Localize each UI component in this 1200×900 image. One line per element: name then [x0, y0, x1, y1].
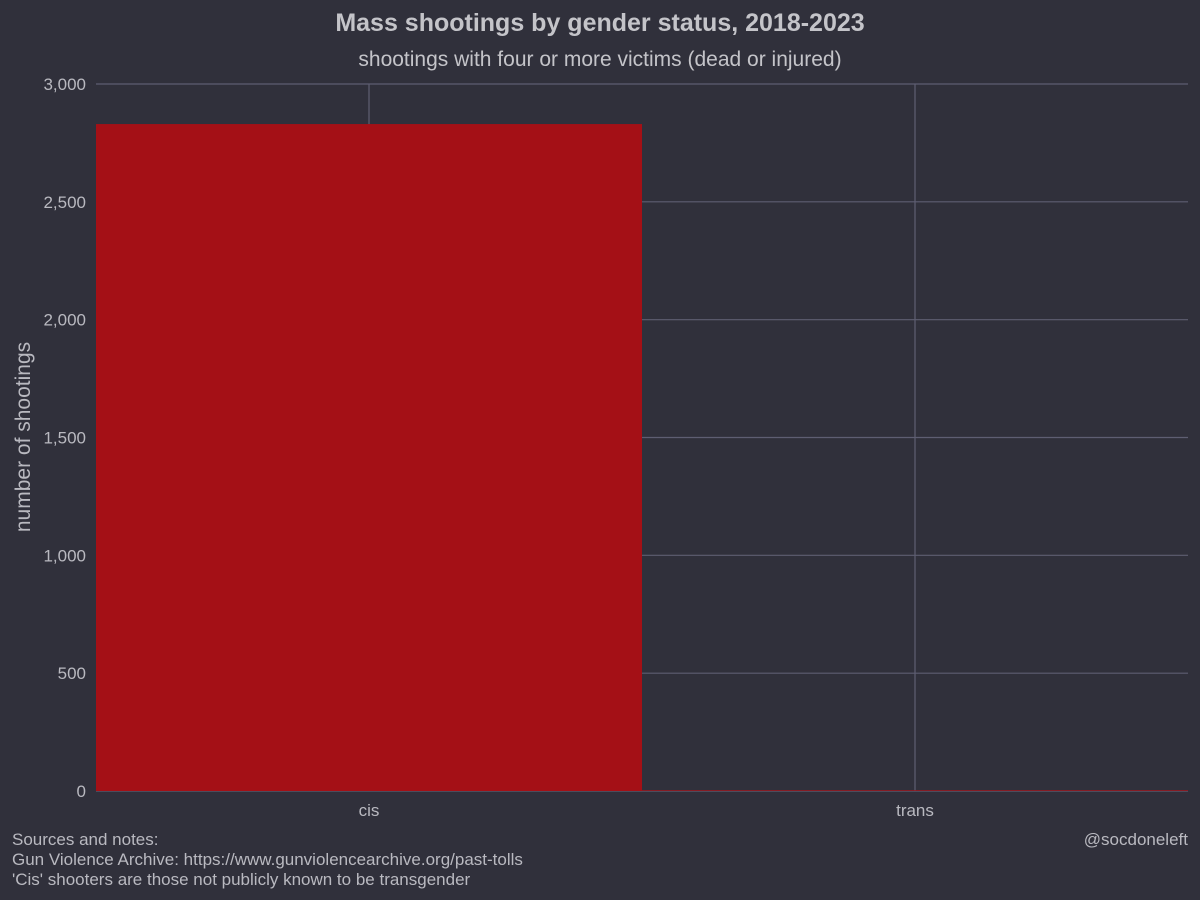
- y-axis-title: number of shootings: [12, 342, 35, 532]
- note-line: 'Cis' shooters are those not publicly kn…: [12, 870, 471, 889]
- x-tick-labels: cis trans: [359, 801, 934, 820]
- y-tick-label: 500: [58, 664, 86, 683]
- y-tick-label: 2,500: [43, 193, 86, 212]
- y-tick-label: 2,000: [43, 311, 86, 330]
- notes-heading: Sources and notes:: [12, 830, 158, 849]
- y-tick-label: 3,000: [43, 75, 86, 94]
- credit-handle: @socdoneleft: [1084, 830, 1188, 849]
- source-line: Gun Violence Archive: https://www.gunvio…: [12, 850, 523, 869]
- bar-cis: [96, 124, 642, 791]
- bars-layer: [96, 124, 1188, 791]
- chart-subtitle: shootings with four or more victims (dea…: [358, 48, 841, 71]
- chart-title: Mass shootings by gender status, 2018-20…: [335, 9, 864, 37]
- y-tick-label: 1,000: [43, 546, 86, 565]
- y-tick-label: 1,500: [43, 429, 86, 448]
- x-tick-label: trans: [896, 801, 934, 820]
- x-tick-label: cis: [359, 801, 380, 820]
- bar-trans: [642, 790, 1188, 791]
- y-tick-label: 0: [77, 782, 86, 801]
- y-tick-labels: 0 500 1,000 1,500 2,000 2,500 3,000: [43, 75, 86, 801]
